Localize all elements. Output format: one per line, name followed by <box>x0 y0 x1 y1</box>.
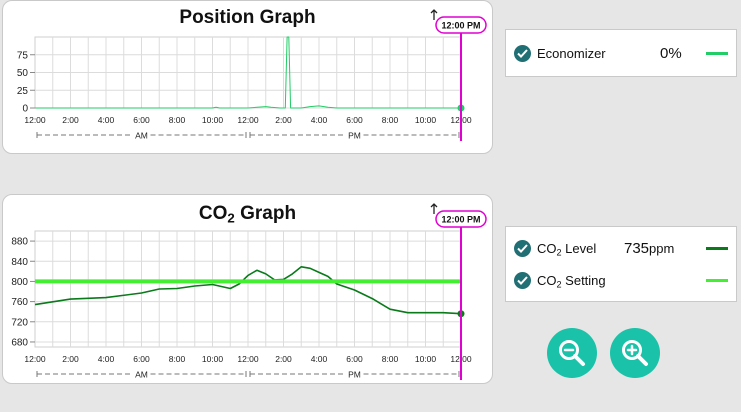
legend-swatch <box>706 278 728 282</box>
legend-item-economizer[interactable]: Economizer 0% <box>514 42 728 64</box>
y-tick-label: 75 <box>17 50 29 61</box>
zoom-in-icon <box>622 340 648 366</box>
x-tick-label: 12:00 <box>237 115 259 125</box>
x-tick-label: 12:00 <box>24 115 46 125</box>
legend-label: CO2 Level <box>537 240 597 257</box>
x-tick-label: 8:00 <box>169 354 186 364</box>
x-tick-label: 2:00 <box>275 354 292 364</box>
x-tick-label: 10:00 <box>415 354 437 364</box>
legend-item-co2-level[interactable]: CO2 Level 735ppm <box>514 237 728 259</box>
up-arrow-icon <box>430 9 438 20</box>
co2-graph-panel: CO2 Graph 680 720 760 800 840 880 12:00 2:00 4:0… <box>2 194 493 384</box>
legend-label: CO2 Setting <box>537 272 606 289</box>
up-arrow-icon <box>430 203 438 214</box>
x-tick-label: 4:00 <box>98 354 115 364</box>
series-line <box>35 36 461 109</box>
x-tick-label: 8:00 <box>382 354 399 364</box>
legend-value: 0% <box>660 44 682 62</box>
co2-legend: CO2 Level 735ppm CO2 Setting <box>505 226 737 302</box>
x-tick-label: 10:00 <box>202 354 224 364</box>
legend-label: Economizer <box>537 45 606 61</box>
legend-value: 735ppm <box>624 239 675 257</box>
economizer-legend: Economizer 0% <box>505 29 737 77</box>
y-tick-label: 0 <box>22 104 28 115</box>
y-tick-label: 25 <box>17 86 29 97</box>
period-label: AM <box>135 370 148 380</box>
zoom-out-button[interactable] <box>547 328 597 378</box>
co2-graph-title: CO2 Graph <box>198 203 297 226</box>
y-tick-label: 880 <box>11 237 28 248</box>
legend-item-co2-setting[interactable]: CO2 Setting <box>514 269 728 291</box>
position-graph-title: Position Graph <box>179 7 316 28</box>
zoom-in-button[interactable] <box>610 328 660 378</box>
time-marker-label: 12:00 PM <box>441 21 480 31</box>
x-tick-label: 2:00 <box>62 115 79 125</box>
x-tick-label: 10:00 <box>415 115 437 125</box>
x-tick-label: 12:00 <box>237 354 259 364</box>
x-tick-label: 2:00 <box>275 115 292 125</box>
y-tick-label: 680 <box>11 337 28 348</box>
x-tick-label: 4:00 <box>311 354 328 364</box>
co2-chart: 680 720 760 800 840 880 12:00 2:00 4:00 6:00 8:00 1… <box>11 203 487 380</box>
time-marker-badge <box>435 210 487 228</box>
zoom-out-icon <box>559 340 585 366</box>
period-label: PM <box>348 131 361 141</box>
x-tick-label: 8:00 <box>382 115 399 125</box>
y-tick-label: 720 <box>11 317 28 328</box>
y-tick-label: 760 <box>11 297 28 308</box>
x-tick-label: 10:00 <box>202 115 224 125</box>
position-graph-panel: Position Graph 0 25 50 75 12:00 2:00 4:00 6:00 8… <box>2 0 493 154</box>
x-tick-label: 6:00 <box>133 354 150 364</box>
x-tick-label: 6:00 <box>133 115 150 125</box>
x-tick-label: 12:00 <box>24 354 46 364</box>
period-label: AM <box>135 131 148 141</box>
check-icon[interactable] <box>514 239 531 257</box>
time-marker-label: 12:00 PM <box>441 215 480 225</box>
position-chart: 0 25 50 75 12:00 2:00 4:00 6:00 8:00 10:00 12:00 2:… <box>17 9 487 141</box>
time-marker-badge <box>435 16 487 34</box>
y-tick-label: 50 <box>17 68 29 79</box>
x-tick-label: 4:00 <box>98 115 115 125</box>
x-tick-label: 4:00 <box>311 115 328 125</box>
x-tick-label: 8:00 <box>169 115 186 125</box>
y-tick-label: 840 <box>11 257 28 268</box>
period-label: PM <box>348 370 361 380</box>
x-tick-label: 6:00 <box>346 354 363 364</box>
y-tick-label: 800 <box>11 277 28 288</box>
legend-swatch <box>706 51 728 55</box>
check-icon[interactable] <box>514 44 531 62</box>
x-tick-label: 6:00 <box>346 115 363 125</box>
x-tick-label: 2:00 <box>62 354 79 364</box>
legend-swatch <box>706 246 728 250</box>
check-icon[interactable] <box>514 271 531 289</box>
